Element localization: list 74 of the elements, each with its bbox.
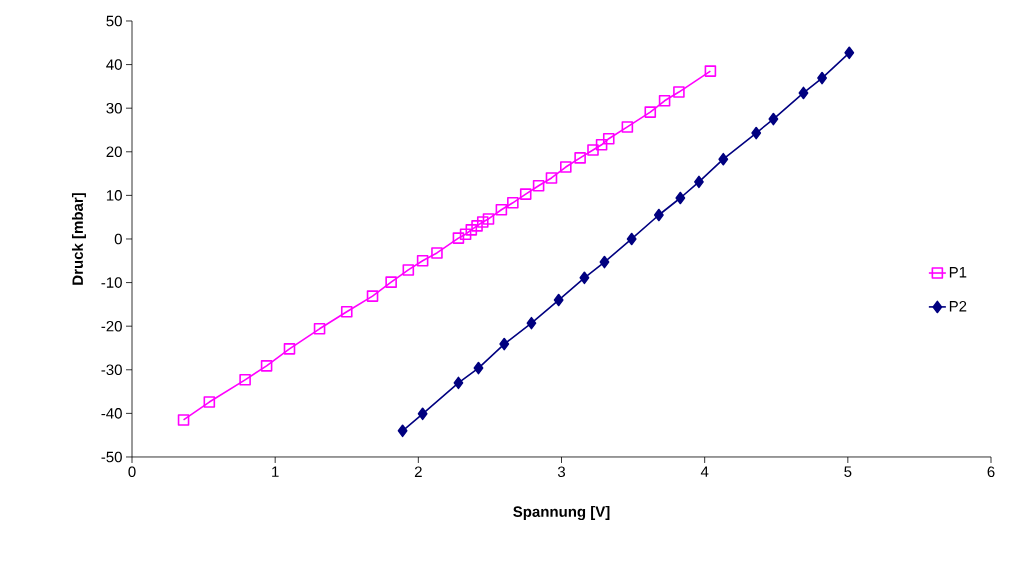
point xyxy=(579,271,590,285)
point xyxy=(397,424,408,438)
point xyxy=(595,139,608,151)
point xyxy=(798,86,809,100)
y-tick-label: -50 xyxy=(101,451,122,463)
point xyxy=(653,208,664,222)
point xyxy=(574,152,586,164)
point xyxy=(465,224,478,236)
point xyxy=(626,232,637,246)
point xyxy=(313,323,326,335)
point xyxy=(283,343,296,355)
point xyxy=(239,374,251,386)
y-tick-label: -30 xyxy=(101,364,122,376)
point xyxy=(177,414,190,426)
point xyxy=(471,220,483,232)
y-tick-label: 0 xyxy=(114,233,122,245)
y-tick-label: 50 xyxy=(106,15,122,27)
point xyxy=(453,376,464,390)
point xyxy=(366,290,379,302)
x-axis-title: Spannung [V] xyxy=(513,505,610,521)
point xyxy=(473,361,484,375)
x-tick-label: 0 xyxy=(128,466,136,478)
point xyxy=(673,86,685,98)
point xyxy=(844,46,855,60)
point xyxy=(416,254,429,267)
y-tick-label: 20 xyxy=(106,146,122,158)
y-tick-label: 40 xyxy=(106,59,122,70)
legend-label: P2 xyxy=(949,300,967,312)
point xyxy=(385,276,397,288)
point xyxy=(675,191,686,205)
point xyxy=(658,94,671,107)
point xyxy=(545,172,558,184)
y-tick-label: -40 xyxy=(101,408,122,419)
point xyxy=(507,196,519,209)
point xyxy=(519,188,532,200)
point xyxy=(402,264,415,276)
x-tick-label: 5 xyxy=(844,466,852,477)
point xyxy=(621,121,634,133)
point xyxy=(694,175,704,189)
point xyxy=(260,360,273,372)
point xyxy=(452,232,465,244)
y-tick-label: -20 xyxy=(101,320,122,332)
point xyxy=(768,112,779,126)
x-tick-label: 6 xyxy=(987,466,995,478)
point xyxy=(553,293,564,307)
point xyxy=(203,396,216,408)
point xyxy=(644,106,657,118)
point xyxy=(751,126,762,140)
point xyxy=(718,152,729,166)
y-tick-label: -10 xyxy=(101,277,122,288)
point xyxy=(526,316,537,330)
y-axis-title: Druck [mbar] xyxy=(71,193,86,285)
point xyxy=(704,65,717,77)
x-tick-label: 4 xyxy=(700,466,709,477)
point xyxy=(431,247,443,259)
x-tick-label: 2 xyxy=(414,466,422,477)
x-tick-label: 1 xyxy=(272,466,279,477)
point xyxy=(532,179,545,192)
legend-label: P1 xyxy=(949,267,967,278)
point xyxy=(417,407,428,421)
point xyxy=(459,228,472,240)
point xyxy=(560,161,572,173)
point xyxy=(499,337,510,351)
point xyxy=(817,71,827,85)
point xyxy=(587,144,599,156)
y-tick-label: 10 xyxy=(106,190,122,201)
point xyxy=(599,255,610,269)
point xyxy=(340,306,353,318)
point xyxy=(495,203,508,216)
point xyxy=(602,132,615,145)
point xyxy=(476,216,489,228)
x-tick-label: 3 xyxy=(557,466,566,478)
y-tick-label: 30 xyxy=(106,102,122,114)
point xyxy=(482,213,495,225)
